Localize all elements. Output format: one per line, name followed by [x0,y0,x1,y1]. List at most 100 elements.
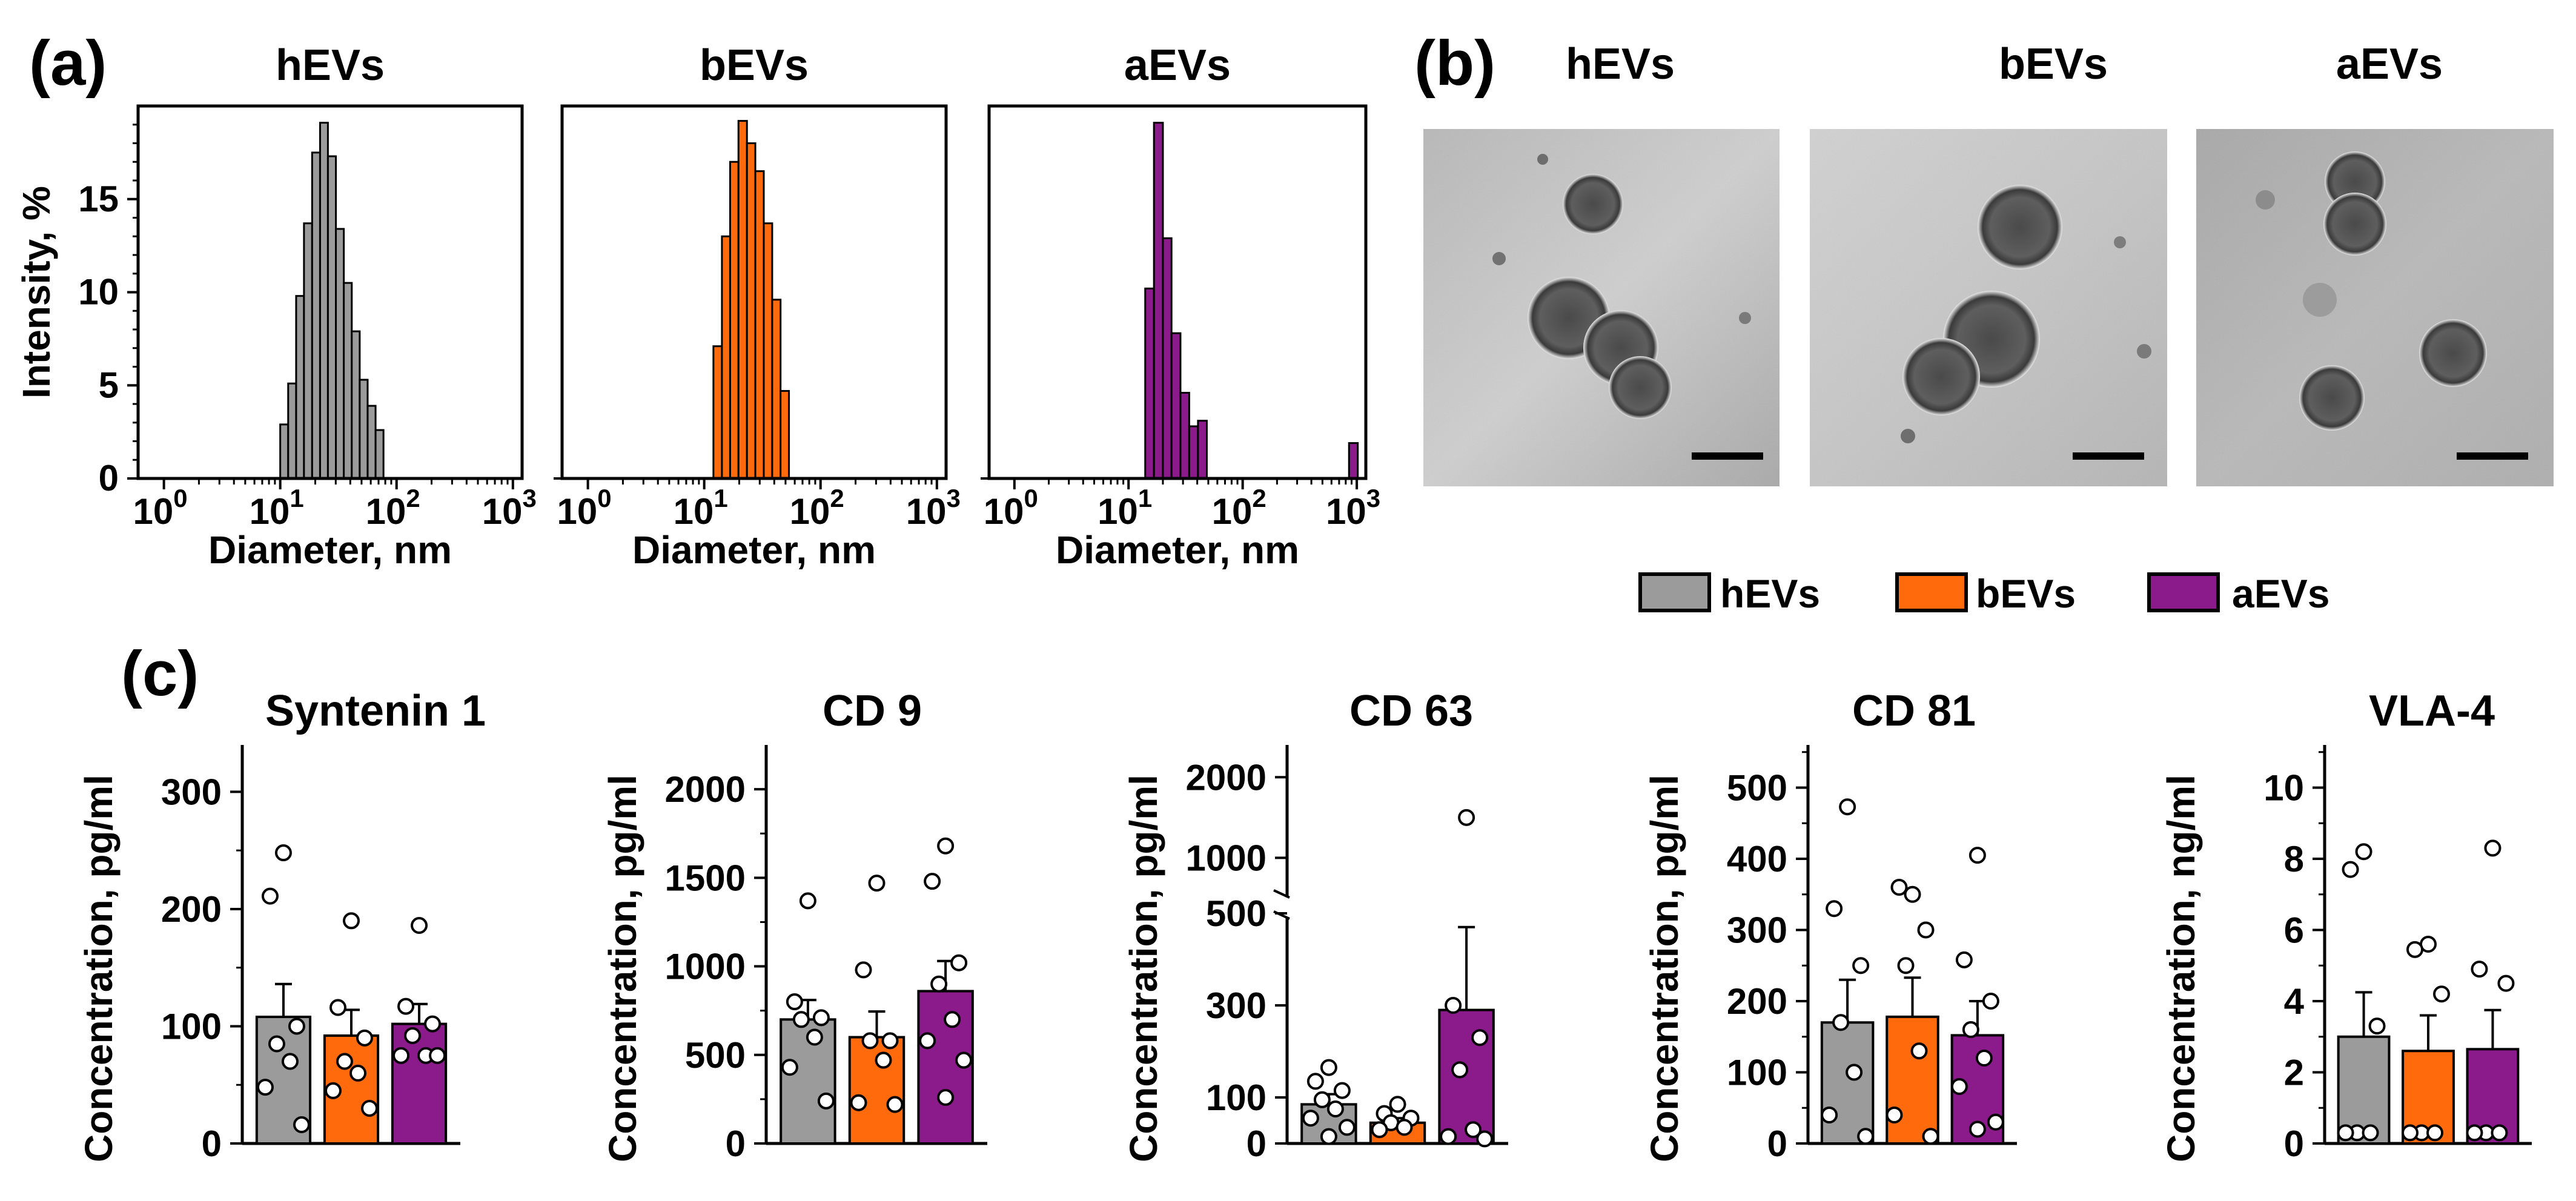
y-tick-label: 8 [2284,839,2304,879]
data-point [261,887,279,905]
y-axis-label: Concentration, ng/ml [2159,775,2203,1162]
tem-title-bevs: bEVs [1999,40,2108,88]
data-point [1313,1091,1331,1108]
data-point [1962,1021,1979,1038]
data-point [268,1035,285,1053]
histogram-bar [1197,420,1208,480]
histogram-bar [771,299,782,480]
data-point [293,1116,310,1134]
legend-label-aevs: aEVs [2232,571,2329,616]
data-point [1897,957,1915,974]
histogram-bar [1144,287,1155,480]
y-tick-label: 15 [78,179,119,219]
vesicle-mark [1609,356,1672,419]
chart-title: bEVs [700,41,809,90]
data-point [424,1015,442,1033]
data-point [1839,798,1856,816]
data-point [1302,1110,1319,1127]
data-point [343,912,360,930]
elisa-chart-cd9: CD 9 0 500 1000 1500 2000 Concentration, pg/ml [601,687,987,1164]
vesicle-mark [1902,338,1980,415]
x-tick-label: 100 [984,484,1038,532]
data-point [817,1092,835,1110]
histogram-bar [1153,122,1164,480]
y-tick-label: 400 [1727,839,1787,879]
data-point [1389,1096,1406,1113]
chart-title: CD 63 [1349,687,1473,735]
tem-panel-aevs: aEVs [2196,40,2554,486]
data-point [392,1047,410,1064]
x-tick-label: 101 [1098,484,1152,532]
data-point [1886,1107,1903,1123]
x-tick-label: 100 [557,484,612,532]
data-point [955,1051,973,1069]
data-point [329,999,346,1016]
chart-title: aEVs [1124,41,1231,90]
data-point [1950,1078,1968,1095]
x-tick-label: 102 [366,484,420,532]
bar-aevs [1438,1008,1495,1145]
data-point [2368,1017,2386,1035]
elisa-chart-vla4: VLA-4 0 2 4 6 8 10 Concentration, ng/ml [2159,687,2532,1164]
data-point [1440,1128,1457,1145]
vesicle-mark [1563,174,1623,234]
histogram-bar [1162,237,1173,480]
data-point [2433,985,2450,1003]
data-point [881,1032,899,1050]
data-point [1458,809,1475,826]
y-tick-label: 4 [2284,981,2305,1022]
data-point [1306,1073,1324,1090]
chart-title: CD 81 [1852,687,1976,735]
histogram-bar [721,235,731,480]
tem-title-hevs: hEVs [1566,40,1675,88]
data-point [1333,1082,1351,1099]
data-point [1910,1042,1928,1060]
histogram-bar [311,151,321,480]
y-tick-label: 10 [2263,768,2304,809]
data-point [2497,974,2515,992]
x-axis-label: Diameter, nm [208,528,452,572]
data-point [924,873,941,890]
data-point [1857,1128,1875,1145]
data-point [2337,1124,2354,1142]
y-tick-label: 300 [161,772,222,812]
x-tick-label: 103 [482,484,537,532]
y-tick-label: 5 [99,365,119,405]
legend-swatch-aevs [2147,572,2220,612]
histogram-bar [359,379,369,480]
y-tick-label: 0 [2284,1123,2304,1164]
data-point [274,844,292,862]
data-point [397,998,415,1015]
tem-panel-bevs: bEVs [1810,40,2167,486]
y-tick-label: 0 [99,458,119,498]
y-axis-label: Concentration, pg/ml [1643,775,1686,1162]
data-point [2426,1124,2443,1142]
histogram-bar [374,429,385,480]
data-point [1904,885,1921,903]
y-tick-label: 500 [685,1035,746,1076]
data-point [937,837,955,855]
panel-label-c: (c) [121,638,199,709]
legend-swatch-hevs [1638,572,1711,612]
data-point [2471,961,2488,978]
y-tick-label: 0 [202,1123,222,1164]
histogram-bar [729,160,740,480]
data-point [868,875,886,892]
elisa-chart-cd63: CD 63 0 100 300 500 1000 2000 Concentration, pg… [1122,687,1508,1164]
histogram-bar [295,295,305,480]
data-point [361,1099,378,1117]
histogram-bar [343,282,353,480]
y-axis-label: Intensity, % [15,186,58,399]
data-point [944,1011,961,1028]
data-point [404,1027,422,1044]
plot-frame [987,104,1368,480]
histogram-bar [746,142,757,480]
data-point [336,1053,353,1070]
chart-title: hEVs [276,41,385,90]
axis-break [1273,889,1290,899]
histogram-bar [335,228,345,480]
histogram-bar [303,222,313,480]
x-tick-label: 102 [1212,484,1266,532]
scale-bar [2073,452,2144,460]
